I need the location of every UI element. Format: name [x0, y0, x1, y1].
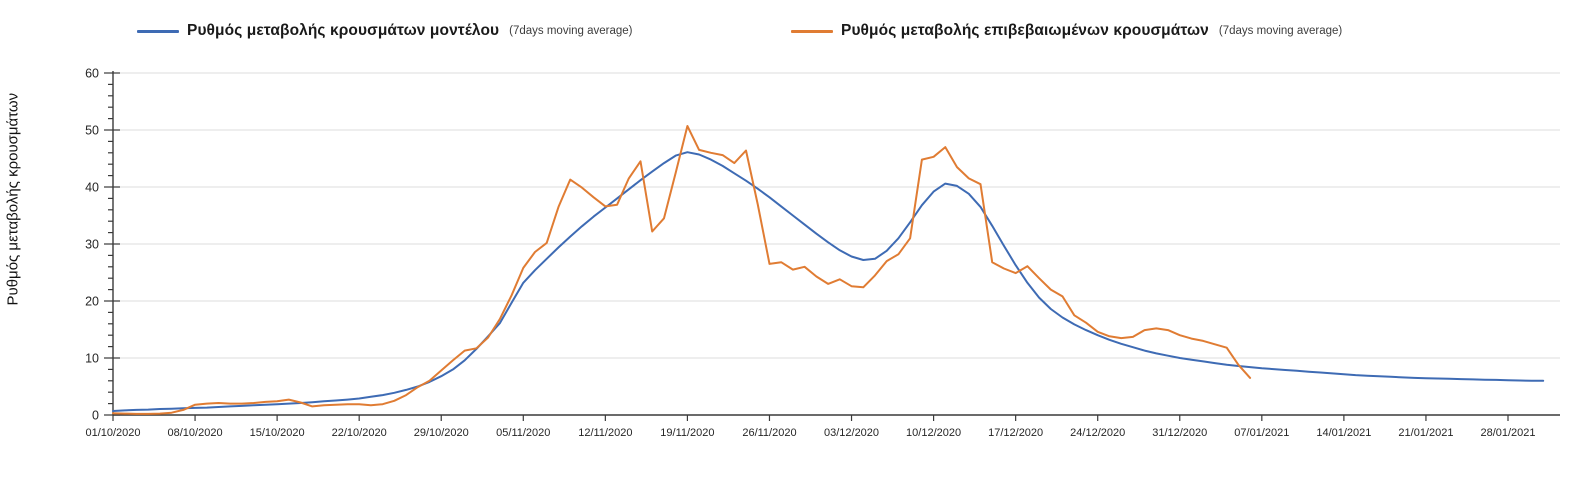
y-axis-ticks-labels: 0 10 20 30 40 50 60 [85, 67, 120, 423]
svg-text:03/12/2020: 03/12/2020 [824, 427, 879, 439]
svg-text:01/10/2020: 01/10/2020 [85, 427, 140, 439]
svg-text:29/10/2020: 29/10/2020 [414, 427, 469, 439]
legend-label-model: Ρυθμός μεταβολής κρουσμάτων μοντέλου [187, 22, 500, 39]
x-axis-ticks-labels: 01/10/2020 08/10/2020 15/10/2020 22/10/2020… [85, 415, 1536, 439]
axes [112, 71, 1560, 416]
legend-item-confirmed: Ρυθμός μεταβολής επιβεβαιωμένων κρουσμάτ… [791, 22, 1342, 40]
svg-text:26/11/2020: 26/11/2020 [742, 427, 796, 439]
svg-text:10: 10 [85, 352, 99, 366]
svg-text:12/11/2020: 12/11/2020 [578, 427, 632, 439]
model-line-swatch-icon [137, 29, 179, 33]
legend-suffix-confirmed: (7days moving average) [1218, 25, 1343, 37]
gridlines [113, 72, 1560, 359]
y-axis-title: Ρυθμός μεταβολής κρουσμάτων [4, 92, 22, 306]
series-line-confirmed [112, 125, 1252, 415]
svg-text:50: 50 [85, 124, 99, 138]
svg-text:40: 40 [85, 181, 99, 195]
svg-text:21/01/2021: 21/01/2021 [1398, 427, 1453, 439]
svg-text:28/01/2021: 28/01/2021 [1480, 427, 1535, 439]
svg-text:24/12/2020: 24/12/2020 [1070, 427, 1125, 439]
svg-text:07/01/2021: 07/01/2021 [1234, 427, 1289, 439]
svg-text:30: 30 [85, 238, 99, 252]
svg-text:05/11/2020: 05/11/2020 [496, 427, 550, 439]
svg-text:10/12/2020: 10/12/2020 [906, 427, 961, 439]
svg-text:60: 60 [85, 67, 99, 81]
svg-text:17/12/2020: 17/12/2020 [988, 427, 1043, 439]
svg-text:31/12/2020: 31/12/2020 [1152, 427, 1207, 439]
svg-text:14/01/2021: 14/01/2021 [1316, 427, 1371, 439]
series-line-model [112, 151, 1545, 412]
svg-text:22/10/2020: 22/10/2020 [332, 427, 387, 439]
legend-item-model: Ρυθμός μεταβολής κρουσμάτων μοντέλου (7d… [137, 22, 633, 40]
svg-text:20: 20 [85, 295, 99, 309]
svg-text:08/10/2020: 08/10/2020 [168, 427, 223, 439]
svg-text:19/11/2020: 19/11/2020 [660, 427, 714, 439]
legend-suffix-model: (7days moving average) [509, 25, 633, 37]
confirmed-line-swatch-icon [791, 29, 833, 33]
legend-label-confirmed: Ρυθμός μεταβολής επιβεβαιωμένων κρουσμάτ… [841, 22, 1209, 39]
svg-text:0: 0 [92, 409, 99, 423]
svg-text:15/10/2020: 15/10/2020 [250, 427, 305, 439]
